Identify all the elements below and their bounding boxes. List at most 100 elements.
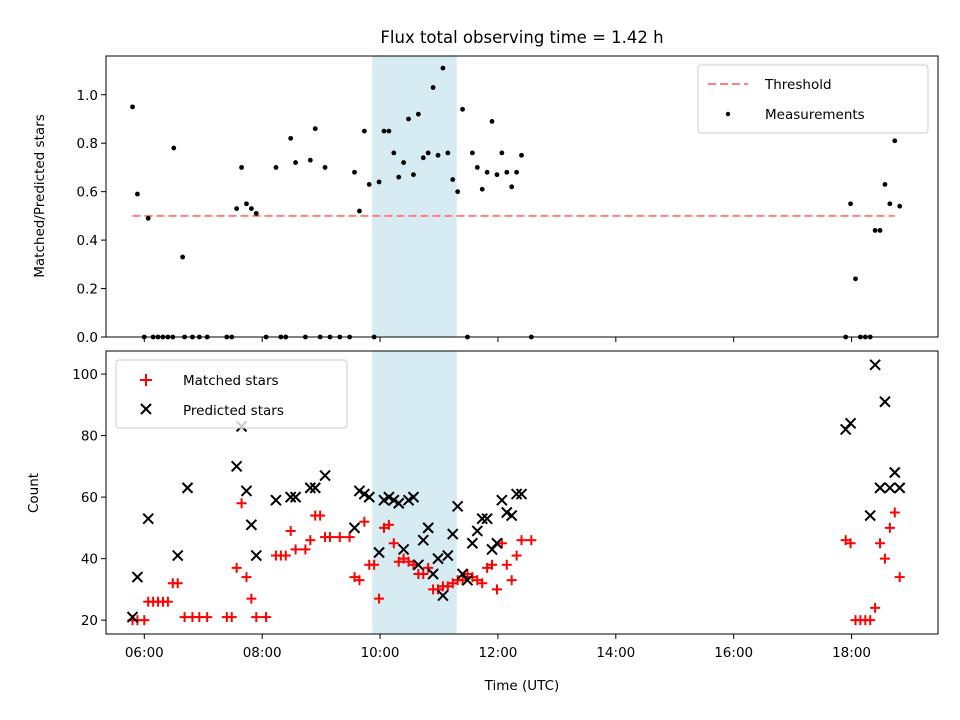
measurement-point: [248, 206, 254, 212]
measurement-point: [357, 208, 362, 214]
measurement-point: [509, 184, 515, 190]
matched-star-point: [162, 596, 173, 607]
predicted-star-point: [245, 519, 258, 531]
predicted-star-point: [491, 537, 503, 549]
measurement-point: [514, 169, 519, 175]
predicted-star-point: [240, 485, 253, 497]
predicted-star-point: [363, 491, 375, 503]
matched-star-point: [369, 559, 380, 570]
measurement-point: [180, 254, 186, 260]
legend-measurements-swatch: [725, 111, 731, 117]
measurement-point: [420, 155, 426, 161]
matched-star-point: [374, 593, 385, 604]
bottom-x-tick-label: 16:00: [714, 645, 753, 661]
top-y-ticks: 0.0 0.2 0.4 0.6 0.8 1.0: [77, 88, 106, 346]
top-y-axis-label: Matched/Predicted stars: [32, 114, 48, 277]
measurement-point: [366, 181, 372, 187]
predicted-star-point: [373, 546, 385, 559]
predicted-star-point: [432, 552, 444, 565]
measurement-point: [877, 228, 883, 233]
matched-star-point: [241, 572, 252, 583]
matched-star-point: [344, 532, 355, 543]
measurement-point: [376, 179, 382, 185]
top-y-tick-label: 0.2: [77, 282, 98, 298]
bottom-y-tick-label: 100: [72, 367, 98, 383]
measurement-point: [450, 177, 456, 182]
matched-star-point: [879, 553, 890, 564]
matched-star-point: [315, 510, 326, 521]
legend-matched-swatch: [140, 374, 152, 386]
measurement-point: [499, 150, 505, 156]
top-y-tick-label: 1.0: [77, 88, 98, 104]
measurement-point: [244, 201, 249, 207]
measurement-point: [519, 152, 524, 158]
predicted-star-point: [289, 491, 302, 503]
measurement-point: [273, 165, 279, 170]
matched-star-point: [359, 516, 370, 527]
matched-star-point: [423, 562, 434, 573]
matched-star-point: [139, 615, 150, 626]
top-y-tick-label: 0.6: [77, 185, 98, 201]
predicted-star-point: [397, 543, 410, 556]
predicted-star-point: [319, 469, 331, 482]
bottom-x-axis-label: Time (UTC): [484, 678, 560, 694]
predicted-star-point: [407, 491, 420, 503]
bottom-legend-box: [115, 359, 348, 429]
matched-star-point: [231, 562, 242, 573]
predicted-star-point: [496, 494, 508, 506]
matched-star-point: [354, 575, 365, 586]
measurement-point: [484, 169, 490, 175]
measurement-point: [386, 128, 392, 134]
matched-star-point: [305, 535, 316, 546]
measurement-point: [415, 111, 421, 117]
bottom-x-tick-label: 08:00: [243, 645, 282, 661]
bottom-x-ticks: 06:00 08:00 10:00 12:00 14:00 16:00 18:00: [125, 634, 871, 661]
predicted-star-point: [427, 568, 439, 580]
measurement-point: [435, 152, 441, 158]
predicted-star-point: [172, 549, 184, 562]
matched-star-point: [418, 569, 429, 580]
matched-star-point: [202, 612, 213, 623]
legend-predicted-swatch: [140, 403, 152, 415]
measurement-point: [391, 150, 397, 156]
matched-star-point: [388, 538, 399, 549]
measurement-point: [312, 126, 318, 132]
matched-star-point: [884, 522, 895, 533]
top-axes-frame: [105, 55, 939, 338]
predicted-star-point: [393, 497, 405, 509]
predicted-star-point: [879, 396, 891, 408]
measurement-point: [307, 157, 313, 163]
measurement-point: [474, 165, 480, 170]
matched-star-point: [491, 584, 502, 595]
bottom-x-tick-label: 12:00: [478, 645, 517, 661]
measurement-point: [135, 191, 140, 197]
matched-star-point: [236, 498, 247, 509]
measurement-point: [239, 165, 244, 170]
measurement-point: [288, 135, 294, 141]
measurement-point: [145, 215, 151, 221]
measurement-point: [445, 150, 451, 156]
predicted-star-point: [515, 488, 528, 500]
legend-matched-label: Matched stars: [183, 373, 279, 389]
top-legend-box: [697, 64, 929, 134]
top-highlight-span: [372, 56, 457, 337]
measurement-point: [425, 150, 431, 156]
predicted-star-point: [348, 522, 361, 534]
measurement-point: [396, 174, 402, 180]
predicted-star-point: [869, 359, 881, 371]
legend-threshold-label: Threshold: [764, 77, 832, 93]
predicted-star-point: [437, 589, 449, 602]
matched-star-point: [894, 572, 905, 583]
predicted-star-point: [417, 534, 429, 546]
predicted-star-point: [461, 574, 474, 586]
predicted-star-point: [505, 509, 518, 522]
measurement-point: [293, 160, 298, 165]
predicted-star-point: [476, 512, 488, 525]
matched-star-point: [496, 538, 507, 549]
predicted-star-point: [309, 482, 321, 494]
measurement-point: [406, 116, 411, 122]
bottom-marks: [126, 359, 906, 626]
bottom-axes-frame: [105, 350, 939, 635]
predicted-star-point: [451, 500, 464, 513]
measurement-point: [440, 65, 446, 71]
